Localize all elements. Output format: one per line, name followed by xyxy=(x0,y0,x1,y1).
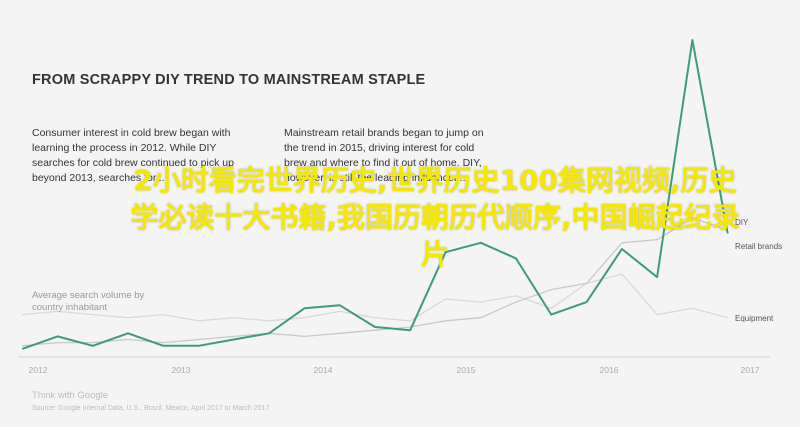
overlay-caption: 2小时看完世界历史,世界历史100集网视频,历史学必读十大书籍,我国历朝历代顺序… xyxy=(130,164,740,271)
source-brand: Think with Google xyxy=(32,390,109,401)
series-label-equipment: Equipment xyxy=(735,314,774,323)
x-tick-2017: 2017 xyxy=(740,365,760,375)
series-line-equipment xyxy=(22,273,728,322)
annotation-left: Consumer interest in cold brew began wit… xyxy=(32,127,234,184)
series-label-diy: DIY xyxy=(735,218,749,227)
x-tick-2012: 2012 xyxy=(28,365,48,375)
chart-title: FROM SCRAPPY DIY TREND TO MAINSTREAM STA… xyxy=(32,72,426,88)
x-tick-2014: 2014 xyxy=(313,365,333,375)
series-line-diy xyxy=(21,39,729,350)
x-tick-2013: 2013 xyxy=(171,365,191,375)
series-layer xyxy=(21,39,729,350)
annotation-right: Mainstream retail brands began to jump o… xyxy=(284,127,484,184)
series-label-retail: Retail brands xyxy=(735,242,783,251)
y-axis-label: Average search volume by country inhabit… xyxy=(32,290,145,313)
x-tick-2016: 2016 xyxy=(599,365,619,375)
source-note: Source: Google Internal Data, U.S., Braz… xyxy=(32,405,270,412)
series-line-retail-brands xyxy=(22,217,728,347)
x-tick-2015: 2015 xyxy=(456,365,476,375)
